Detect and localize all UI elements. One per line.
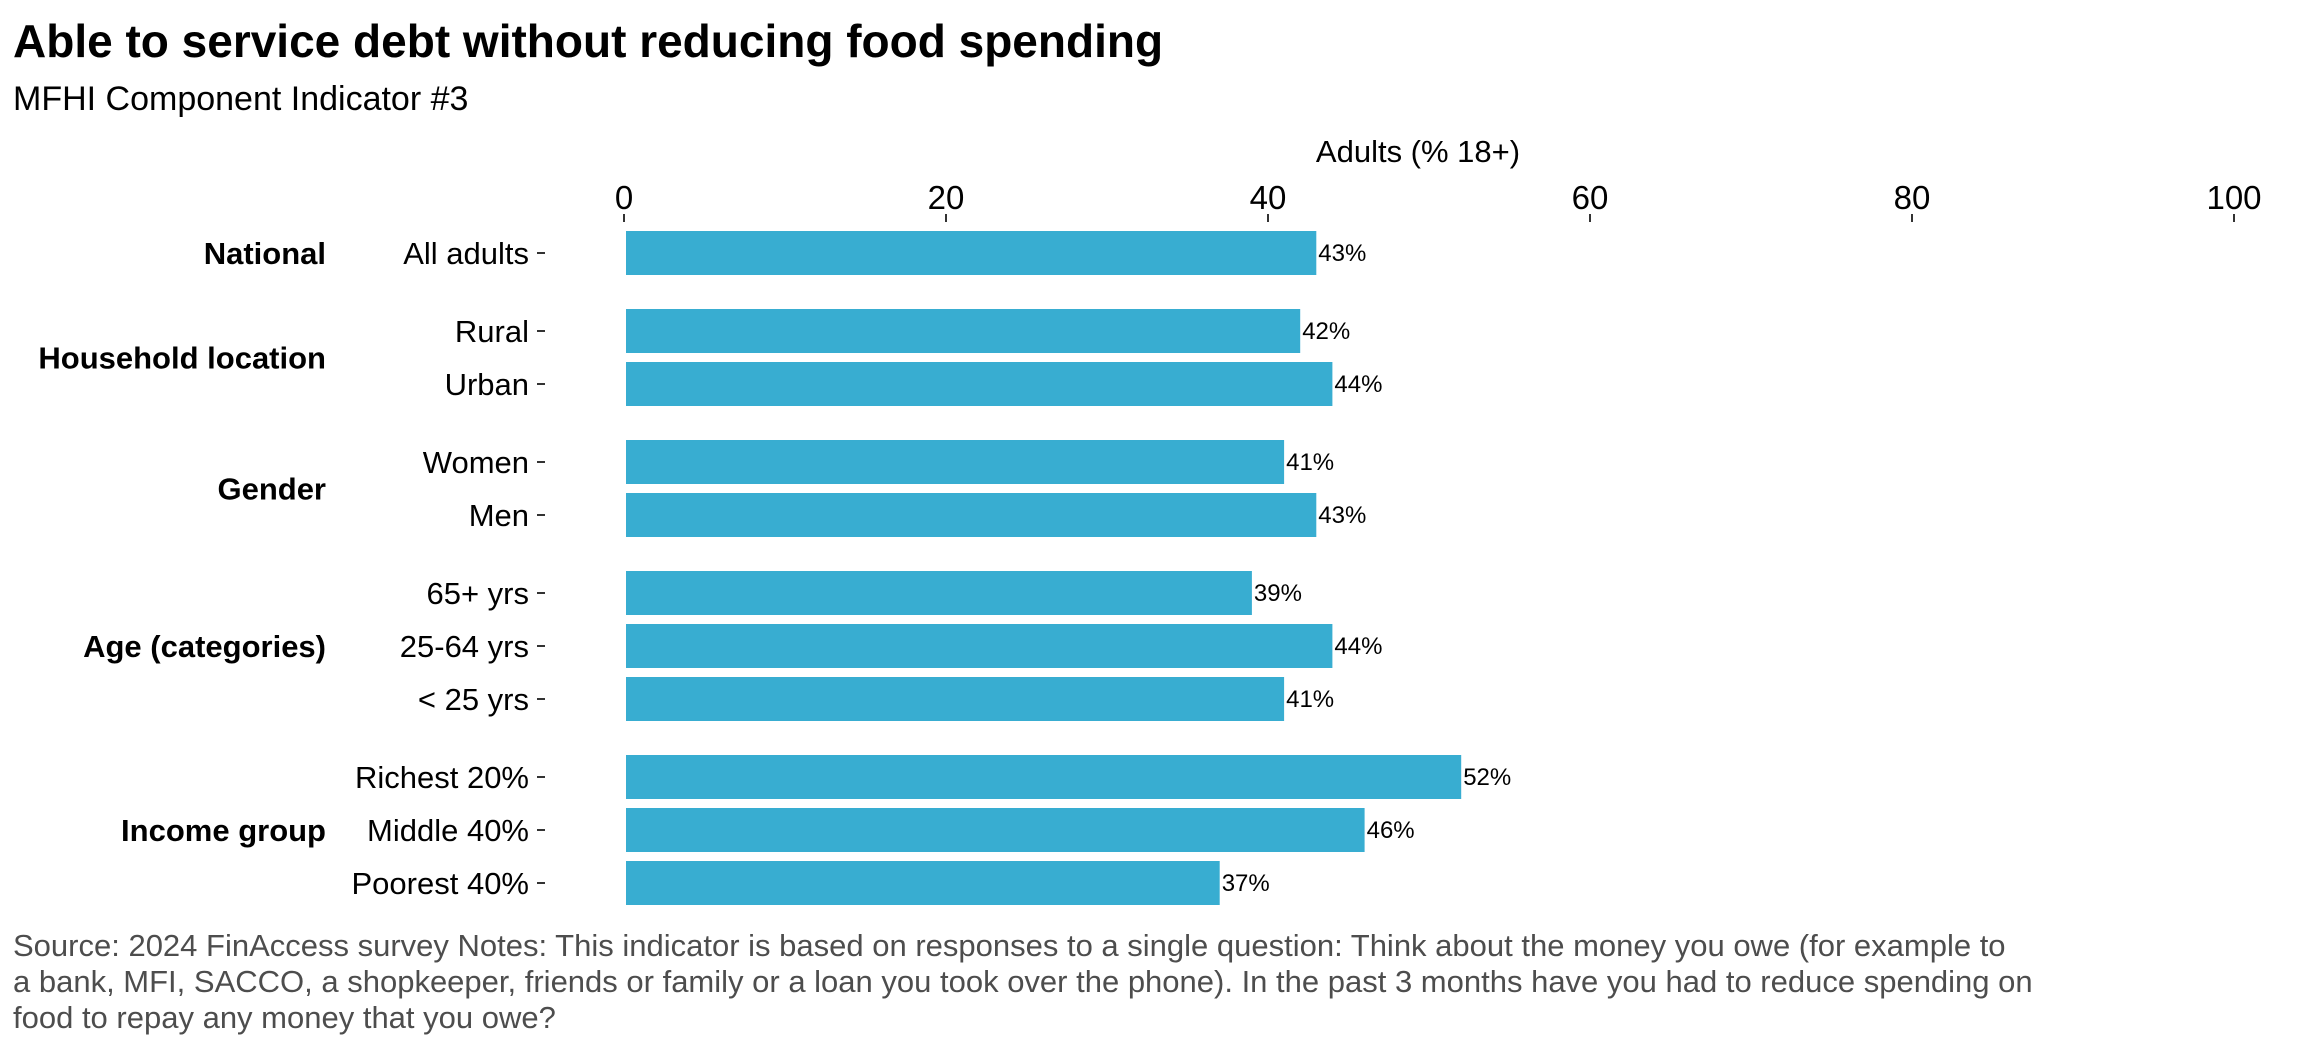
category-label: Men (469, 498, 529, 533)
bar (626, 440, 1285, 484)
category-label: Poorest 40% (352, 866, 530, 901)
category-label: Middle 40% (367, 813, 529, 848)
bar (626, 493, 1317, 537)
bar (626, 861, 1220, 905)
category-label: Women (423, 445, 529, 480)
x-tick-label: 80 (1894, 179, 1931, 216)
category-label: 65+ yrs (426, 576, 529, 611)
bar (626, 309, 1301, 353)
x-tick-label: 0 (615, 179, 633, 216)
bar-value-label: 52% (1463, 764, 1511, 791)
caption-line: food to repay any money that you owe? (13, 1000, 556, 1035)
bar-value-label: 46% (1367, 817, 1415, 844)
category-label: Urban (445, 367, 529, 402)
bar (626, 571, 1252, 615)
group-label: Age (categories) (83, 629, 326, 664)
bar-value-label: 43% (1318, 502, 1366, 529)
bar-value-label: 42% (1302, 318, 1350, 345)
x-tick-label: 40 (1250, 179, 1287, 216)
bar-value-label: 39% (1254, 580, 1302, 607)
bar (626, 624, 1333, 668)
chart-title: Able to service debt without reducing fo… (13, 15, 1163, 67)
category-label: < 25 yrs (418, 682, 529, 717)
category-labels: All adults National Rural Urban Household lo… (38, 236, 545, 901)
bar-value-label: 44% (1334, 633, 1382, 660)
category-label: All adults (403, 236, 529, 271)
bar-value-label: 41% (1286, 449, 1334, 476)
x-tick-label: 60 (1572, 179, 1609, 216)
caption-line: Source: 2024 FinAccess survey Notes: Thi… (13, 928, 2006, 963)
bar (626, 677, 1285, 721)
bar-value-label: 41% (1286, 686, 1334, 713)
category-label: Richest 20% (355, 760, 529, 795)
x-axis-title: Adults (% 18+) (1316, 134, 1520, 169)
bar (626, 231, 1317, 275)
x-tick-label: 20 (928, 179, 965, 216)
x-tick-label: 100 (2206, 179, 2261, 216)
category-label: 25-64 yrs (400, 629, 529, 664)
bar-value-label: 37% (1222, 870, 1270, 897)
group-label: Gender (217, 472, 326, 507)
category-label: Rural (455, 314, 529, 349)
group-label: National (204, 236, 326, 271)
caption-line: a bank, MFI, SACCO, a shopkeeper, friend… (13, 964, 2033, 999)
bars-layer: 43%42%44%41%43%39%44%41%52%46%37% (626, 231, 1511, 905)
bar-value-label: 44% (1334, 371, 1382, 398)
chart-caption: Source: 2024 FinAccess survey Notes: Thi… (13, 928, 2033, 1035)
bar (626, 362, 1333, 406)
bar (626, 808, 1365, 852)
chart-subtitle: MFHI Component Indicator #3 (13, 80, 468, 118)
bar (626, 755, 1462, 799)
group-label: Income group (121, 813, 326, 848)
bar-value-label: 43% (1318, 240, 1366, 267)
x-axis: 0 20 40 60 80 100 (615, 179, 2262, 222)
group-label: Household location (38, 341, 326, 376)
